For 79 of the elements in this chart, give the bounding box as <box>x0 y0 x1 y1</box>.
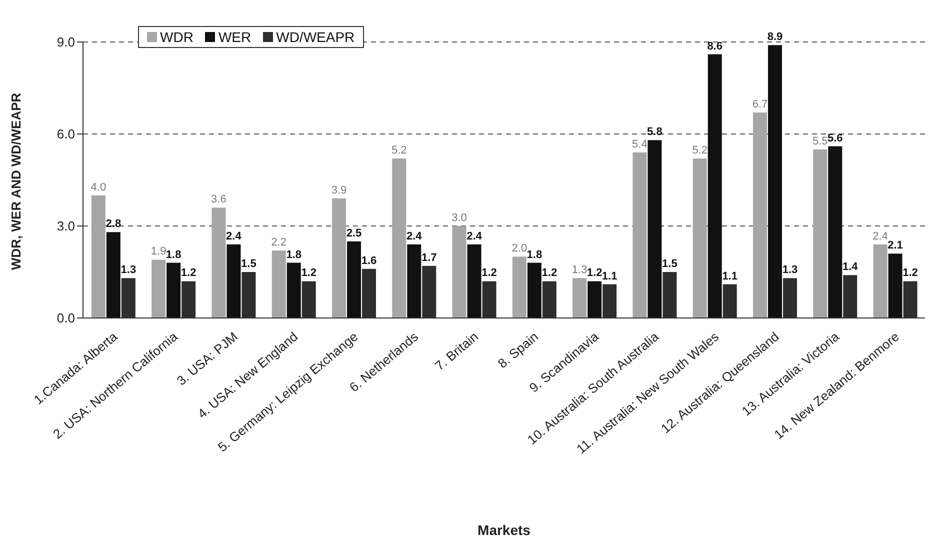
data-label: 5.5 <box>812 135 828 148</box>
data-label: 1.3 <box>572 264 588 276</box>
bar <box>588 281 602 318</box>
x-axis-title: Markets <box>478 522 531 538</box>
bar <box>346 241 361 318</box>
data-label: 1.2 <box>586 267 602 280</box>
data-label: 1.3 <box>782 264 798 276</box>
bar <box>692 158 707 318</box>
bar <box>648 140 662 318</box>
data-label: 1.8 <box>286 248 302 261</box>
data-label: 1.7 <box>421 252 437 264</box>
y-tick-label: 3.0 <box>56 218 75 234</box>
data-label: 6.7 <box>752 98 768 111</box>
data-label: 1.4 <box>842 261 859 274</box>
bar <box>572 278 587 318</box>
data-label: 1.2 <box>301 267 316 280</box>
data-label: 1.2 <box>482 267 497 280</box>
bar <box>152 260 166 318</box>
data-label: 1.8 <box>526 248 542 261</box>
data-label: 3.0 <box>452 212 467 224</box>
bar <box>888 254 902 318</box>
bar <box>286 262 301 318</box>
bar <box>632 152 647 318</box>
data-label: 2.4 <box>406 230 423 242</box>
legend-label: WDR <box>159 29 194 45</box>
bar <box>813 149 828 318</box>
data-label: 1.9 <box>150 246 166 258</box>
bar <box>828 146 842 318</box>
legend-label: WD/WEAPR <box>275 29 355 45</box>
data-label: 1.2 <box>902 267 918 280</box>
bar <box>166 262 181 318</box>
bar <box>392 158 406 318</box>
data-label: 5.4 <box>632 138 648 150</box>
data-label: 3.6 <box>211 194 226 206</box>
data-label: 2.4 <box>872 230 888 242</box>
bar <box>226 244 241 318</box>
data-label: 1.1 <box>602 270 618 282</box>
bar <box>91 195 106 318</box>
data-label: 2.4 <box>466 230 483 242</box>
bar <box>752 112 767 318</box>
bar <box>512 256 526 318</box>
bar <box>452 226 466 318</box>
bar <box>708 54 722 318</box>
bar <box>212 208 226 318</box>
bar <box>873 244 888 318</box>
bar <box>106 232 120 318</box>
data-label: 3.9 <box>331 184 347 196</box>
bar <box>768 45 782 318</box>
data-label: 1.5 <box>241 258 256 270</box>
y-tick-label: 0.0 <box>56 310 75 326</box>
data-label: 1.2 <box>542 267 558 280</box>
data-label: 2.8 <box>106 218 122 230</box>
data-label: 2.4 <box>226 230 242 242</box>
data-label: 2.5 <box>346 227 362 240</box>
data-label: 1.3 <box>120 264 136 276</box>
data-label: 8.6 <box>707 40 722 52</box>
data-label: 1.1 <box>722 270 738 282</box>
data-label: 5.2 <box>692 144 708 157</box>
data-label: 5.6 <box>827 132 843 144</box>
data-label: 1.2 <box>180 267 196 280</box>
data-label: 2.1 <box>888 240 903 252</box>
y-tick-label: 6.0 <box>56 126 75 142</box>
bar <box>407 244 422 318</box>
data-label: 8.9 <box>767 31 783 44</box>
y-tick-label: 9.0 <box>56 34 75 50</box>
y-axis-title: WDR, WER AND WD/WEAPR <box>8 92 24 270</box>
data-label: 1.6 <box>361 254 377 267</box>
data-label: 2.0 <box>512 242 528 255</box>
legend-label: WER <box>217 29 252 45</box>
data-label: 2.2 <box>271 236 286 249</box>
bar <box>527 262 542 318</box>
data-label: 5.2 <box>391 144 407 157</box>
bar <box>467 244 482 318</box>
data-label: 1.5 <box>662 258 678 270</box>
data-label: 4.0 <box>90 181 106 194</box>
data-label: 1.8 <box>166 248 182 261</box>
bar <box>272 250 286 318</box>
data-label: 5.8 <box>647 126 662 138</box>
bar <box>332 198 346 318</box>
